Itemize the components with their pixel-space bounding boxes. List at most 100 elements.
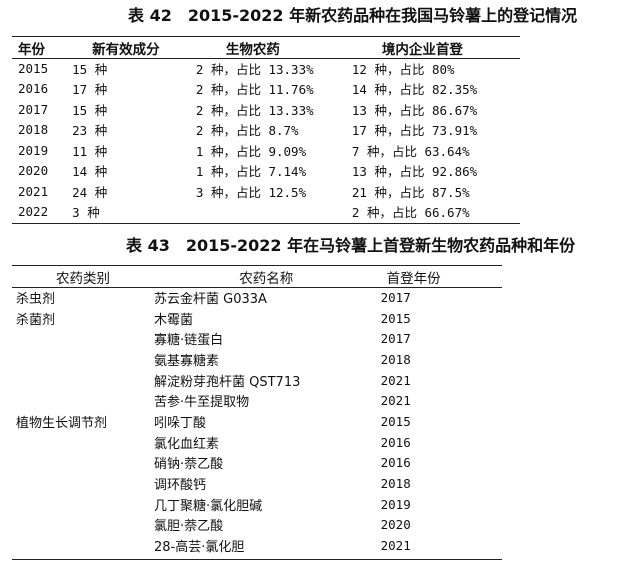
table42-cell-domestic: 21 种，占比 87.5% — [351, 184, 470, 200]
table43-cell-year: 2020 — [380, 517, 411, 533]
table42-cell-bio — [192, 202, 352, 223]
table42-cell-year: 2016 — [18, 81, 49, 97]
table-row: 杀虫剂 苏云金杆菌 G033A 2017 — [12, 287, 502, 308]
table43-cell-category: 杀虫剂 — [16, 291, 56, 307]
table42-cell-domestic: 17 种，占比 73.91% — [351, 123, 478, 139]
table-row: 氨基寡糖素 2018 — [12, 349, 502, 370]
table-row: 几丁聚糖·氯化胆碱 2019 — [12, 494, 502, 515]
table42-header-rule — [12, 58, 520, 59]
table42-title: 表 42 2015-2022 年新农药品种在我国马铃薯上的登记情况 — [128, 6, 578, 25]
table-row: 氯化血红素 2016 — [12, 432, 502, 453]
table42-cell-new: 24 种 — [72, 184, 108, 200]
table43-cell-name: 氨基寡糖素 — [153, 353, 219, 369]
table-row: 2019 11 种 1 种，占比 9.09% 7 种，占比 63.64% — [12, 140, 520, 161]
table42-cell-year: 2020 — [18, 163, 49, 179]
table42-cell-new: 17 种 — [72, 82, 108, 98]
table42-cell-year: 2017 — [18, 101, 49, 117]
table43-title: 表 43 2015-2022 年在马铃薯上首登新生物农药品种和年份 — [126, 236, 576, 255]
table43-cell-year: 2015 — [380, 413, 411, 429]
table43-cell-name: 苦参·牛至提取物 — [153, 395, 250, 411]
table42-cell-bio: 2 种，占比 11.76% — [195, 82, 314, 98]
table43-header-year: 首登年份 — [386, 271, 441, 287]
table43: 农药类别 农药名称 首登年份 杀虫剂 苏云金杆菌 G033A 2017 杀菌剂 … — [12, 267, 502, 556]
table-row: 氯胆·萘乙酸 2020 — [12, 515, 502, 536]
table43-cell-name: 几丁聚糖·氯化胆碱 — [153, 498, 263, 514]
table42-cell-new: 14 种 — [72, 164, 108, 180]
table42-cell-bio: 2 种，占比 13.33% — [195, 61, 314, 77]
table-row: 2021 24 种 3 种，占比 12.5% 21 种，占比 87.5% — [12, 181, 520, 202]
table42-cell-domestic: 7 种，占比 63.64% — [351, 143, 470, 159]
table42-cell-year: 2021 — [18, 183, 49, 199]
table-row: 28-高芸·氯化胆 2021 — [12, 535, 502, 556]
table43-cell-name: 吲哚丁酸 — [153, 415, 206, 431]
table42-cell-bio: 1 种，占比 7.14% — [195, 164, 307, 180]
table42-cell-year: 2019 — [18, 142, 49, 158]
table-row: 植物生长调节剂 吲哚丁酸 2015 — [12, 411, 502, 432]
table43-cell-name: 寡糖·链蛋白 — [153, 333, 224, 349]
table43-cell-category — [12, 453, 154, 474]
table43-cell-category — [12, 349, 154, 370]
table42-header-year: 年份 — [18, 42, 45, 58]
table43-cell-name: 木霉菌 — [153, 312, 193, 328]
table43-cell-name: 28-高芸·氯化胆 — [153, 540, 245, 556]
table42-cell-year: 2018 — [18, 122, 49, 138]
table42-header-domestic-first: 境内企业首登 — [381, 42, 463, 58]
table42-header-new-ingredients: 新有效成分 — [92, 42, 160, 58]
table42-cell-new: 15 种 — [72, 102, 108, 118]
table43-cell-year: 2017 — [380, 289, 411, 305]
table-row: 解淀粉芽孢杆菌 QST713 2021 — [12, 370, 502, 391]
table43-cell-category — [12, 473, 154, 494]
table43-cell-year: 2015 — [380, 310, 411, 326]
table42-cell-new: 11 种 — [72, 143, 108, 159]
table43-cell-category — [12, 328, 154, 349]
table42-bottom-rule — [12, 223, 520, 224]
table42-cell-domestic: 2 种，占比 66.67% — [351, 205, 470, 221]
table43-cell-category — [12, 535, 154, 556]
table43-cell-name: 氯胆·萘乙酸 — [153, 519, 224, 535]
table-row: 2017 15 种 2 种，占比 13.33% 13 种，占比 86.67% — [12, 99, 520, 120]
table43-cell-name: 解淀粉芽孢杆菌 QST713 — [153, 374, 301, 390]
table43-cell-year: 2018 — [380, 476, 411, 492]
table42-header-row: 年份 新有效成分 生物农药 境内企业首登 — [12, 38, 520, 58]
table-row: 硝钠·萘乙酸 2016 — [12, 453, 502, 474]
table-row: 2022 3 种 2 种，占比 66.67% — [12, 202, 520, 223]
table43-cell-year: 2019 — [380, 496, 411, 512]
table-row: 杀菌剂 木霉菌 2015 — [12, 308, 502, 329]
table43-cell-category — [12, 515, 154, 536]
table42-cell-bio: 2 种，占比 8.7% — [195, 123, 299, 139]
table43-cell-year: 2016 — [380, 434, 411, 450]
table43-header-row: 农药类别 农药名称 首登年份 — [12, 267, 502, 287]
table42-cell-year: 2022 — [18, 204, 49, 220]
table43-cell-name: 氯化血红素 — [153, 436, 219, 452]
table42-cell-domestic: 13 种，占比 86.67% — [351, 102, 478, 118]
table43-cell-category — [12, 390, 154, 411]
table42-cell-domestic: 13 种，占比 92.86% — [351, 164, 478, 180]
table43-cell-year: 2016 — [380, 455, 411, 471]
table43-cell-year: 2017 — [380, 331, 411, 347]
table43-cell-year: 2018 — [380, 351, 411, 367]
table43-cell-year: 2021 — [380, 538, 411, 554]
table43-top-rule — [12, 265, 502, 266]
table-row: 调环酸钙 2018 — [12, 473, 502, 494]
table43-cell-category — [12, 432, 154, 453]
table42-cell-bio: 3 种，占比 12.5% — [195, 184, 307, 200]
table42-cell-bio: 1 种，占比 9.09% — [195, 143, 307, 159]
table43-cell-name: 硝钠·萘乙酸 — [153, 457, 224, 473]
table43-cell-name: 调环酸钙 — [153, 478, 206, 494]
table42-cell-domestic: 14 种，占比 82.35% — [351, 82, 478, 98]
table42-top-rule — [12, 36, 520, 37]
table43-header-rule — [12, 287, 502, 288]
table43-cell-category — [12, 494, 154, 515]
table43-cell-name: 苏云金杆菌 G033A — [153, 291, 267, 307]
table43-cell-category — [12, 370, 154, 391]
table42-cell-domestic: 12 种，占比 80% — [351, 61, 455, 77]
table-row: 2020 14 种 1 种，占比 7.14% 13 种，占比 92.86% — [12, 161, 520, 182]
table-row: 2018 23 种 2 种，占比 8.7% 17 种，占比 73.91% — [12, 120, 520, 141]
table42-cell-new: 15 种 — [72, 61, 108, 77]
table43-cell-year: 2021 — [380, 393, 411, 409]
table-row: 2015 15 种 2 种，占比 13.33% 12 种，占比 80% — [12, 58, 520, 79]
table43-cell-category: 杀菌剂 — [16, 312, 56, 328]
table-row: 寡糖·链蛋白 2017 — [12, 328, 502, 349]
table42-cell-new: 23 种 — [72, 123, 108, 139]
table42-cell-new: 3 种 — [72, 205, 100, 221]
